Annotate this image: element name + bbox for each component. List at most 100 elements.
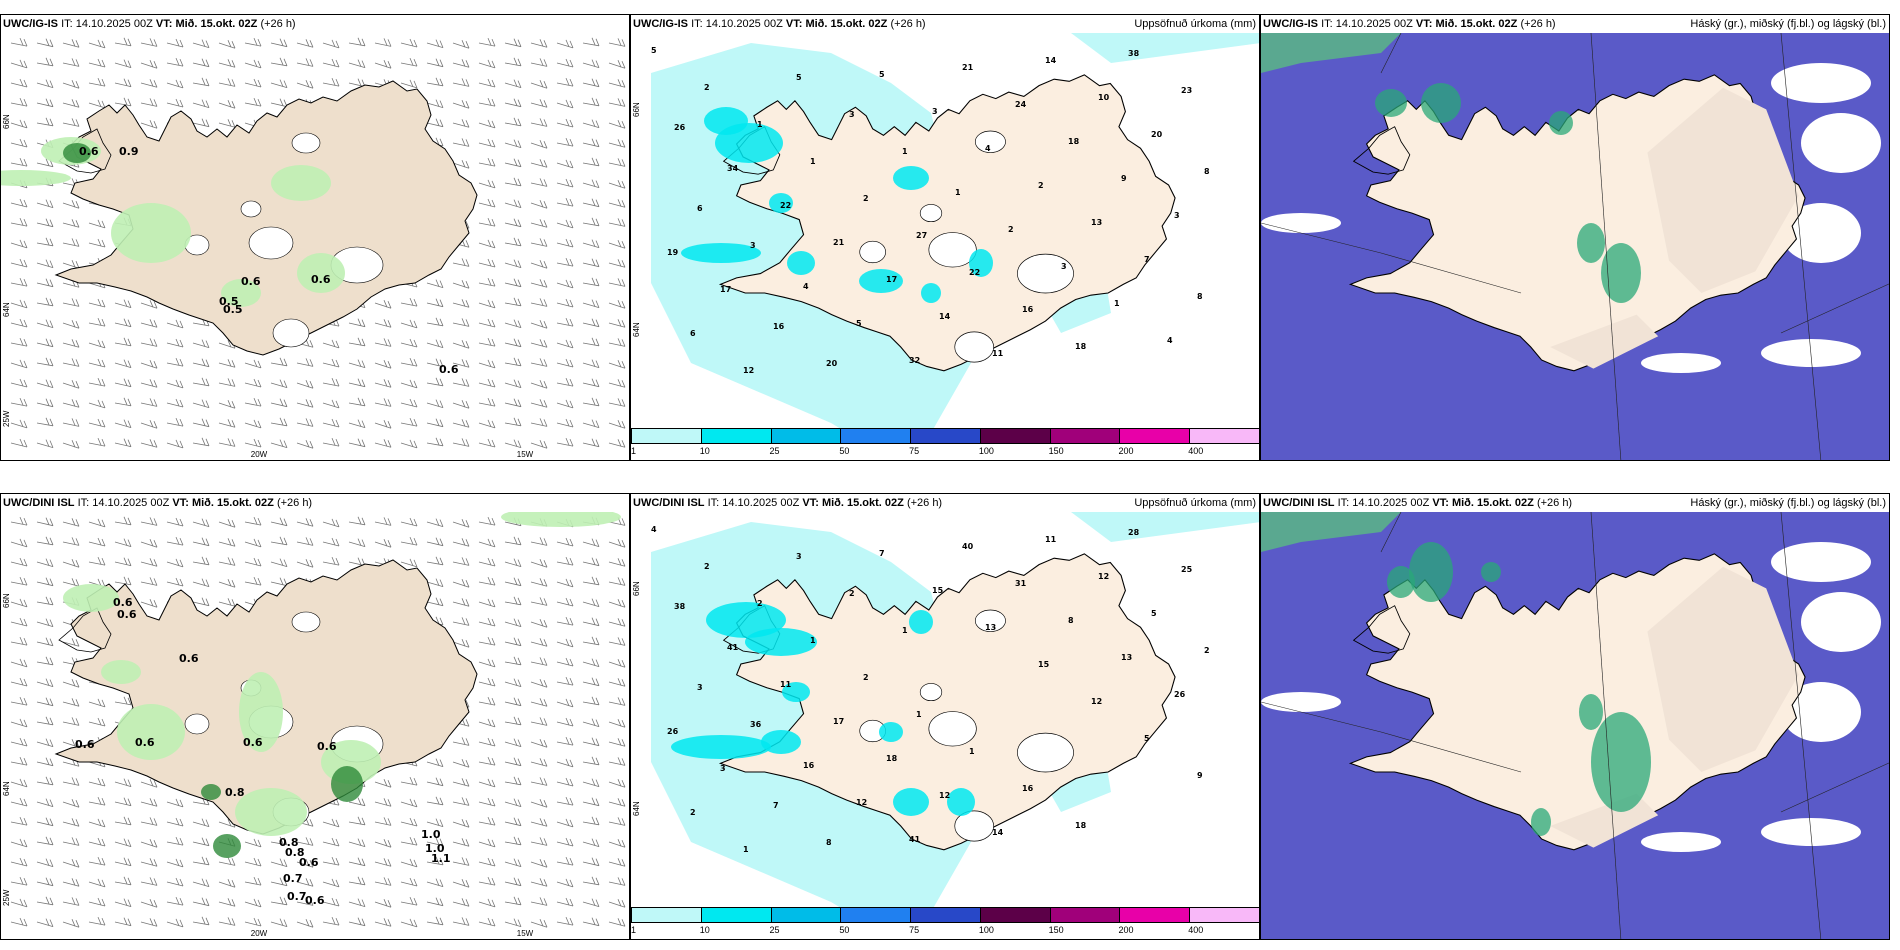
wind-barb-feather [591, 917, 596, 925]
precip-amount-label: 1 [743, 845, 749, 854]
wind-barb [504, 62, 522, 67]
latitude-label: 66N [2, 593, 11, 608]
wind-barb-feather [487, 258, 492, 267]
wind-barb-feather [361, 858, 366, 866]
wind-barb [452, 921, 470, 926]
wind-barb-feather [205, 340, 210, 348]
wind-barb-feather [149, 817, 154, 825]
wind-barb-feather [45, 117, 50, 125]
precip-heavy-area [879, 722, 903, 742]
wind-barb-feather [97, 897, 102, 906]
wind-barb-feather [357, 438, 362, 446]
wind-barb-feather [231, 918, 236, 926]
wind-barb [530, 302, 548, 307]
panel-wind-dini: UWC/DINI ISL IT: 14.10.2025 00Z VT: Mið.… [0, 493, 630, 940]
wind-barb [582, 861, 600, 867]
wind-barb-feather [205, 40, 210, 48]
wind-barb [36, 402, 54, 408]
wind-barb-feather [227, 579, 232, 587]
precip-heavy-area [769, 193, 793, 213]
wind-barb [452, 282, 470, 289]
wind-barb-feather [23, 599, 28, 608]
wind-barb-feather [617, 158, 622, 166]
glacier [859, 240, 886, 264]
wind-barb [582, 402, 600, 407]
latitude-label: 64N [632, 801, 641, 816]
wind-barb-feather [387, 320, 392, 328]
wind-barb-feather [23, 158, 28, 167]
glacier [974, 130, 1006, 153]
wind-barb-feather [45, 877, 50, 885]
wind-barb [608, 262, 626, 268]
wind-barb [36, 541, 54, 546]
title-lead: (+26 h) [276, 497, 313, 509]
wind-barb-feather [569, 737, 574, 746]
wind-barb-feather [75, 838, 80, 846]
wind-barb-feather [569, 759, 574, 768]
wind-barb-feather [175, 858, 180, 867]
wind-barb [478, 242, 496, 249]
wind-barb [36, 761, 54, 767]
wind-barb-feather [543, 879, 548, 887]
wind-barb-feather [283, 537, 288, 545]
wind-barb-feather [465, 918, 470, 926]
wind-barb-feather [75, 81, 80, 89]
wind-barb-feather [621, 698, 626, 706]
wind-barb-feather [435, 796, 440, 804]
wind-barb-feather [361, 38, 366, 46]
wind-barb [556, 541, 574, 547]
wind-map: 0.60.60.60.6 0.6 0.6 0.60.81.01.01.10.80.80… [2, 512, 626, 938]
wind-barb-feather [543, 381, 548, 389]
wind-barb-feather [487, 636, 492, 645]
wind-barb-feather [439, 797, 444, 805]
wind-barb-feather [387, 818, 392, 826]
wind-barb-feather [175, 417, 180, 426]
colorbar-swatch [1120, 908, 1191, 922]
wind-barb-feather [595, 618, 600, 626]
title-vt-label: VT: [1415, 18, 1433, 30]
wind-barb [218, 821, 236, 828]
wind-barb-feather [123, 917, 128, 925]
wind-barb-feather [23, 439, 28, 448]
wind-barb-feather [465, 760, 470, 768]
wind-barb-feather [383, 420, 388, 428]
precip-amount-label: 28 [1128, 528, 1140, 537]
wind-barb-feather [357, 816, 362, 824]
wind-barb-feather [565, 298, 570, 307]
longitude-label: 15W [517, 929, 534, 938]
wind-barb-feather [19, 419, 24, 428]
wind-barb-feather [45, 79, 50, 87]
wind-barb [400, 402, 418, 408]
wind-barb-feather [97, 437, 102, 446]
wind-barb-feather [331, 377, 336, 386]
wind-barb-feather [439, 579, 444, 587]
wind-barb-feather [461, 160, 466, 168]
wind-barb-feather [101, 778, 106, 787]
wind-barb [504, 741, 522, 747]
wind-barb-feather [513, 117, 518, 125]
precip-amount-label: 2 [704, 562, 710, 571]
wind-barb-feather [491, 798, 496, 807]
wind-barb [270, 921, 288, 927]
wind-barb-feather [487, 696, 492, 705]
wind-barb-feather [439, 318, 444, 326]
precip-amount-label: 1 [916, 710, 922, 719]
wind-barb-feather [517, 159, 522, 167]
wind-barb-feather [543, 579, 548, 587]
wind-barb [218, 362, 236, 368]
wind-barb-feather [101, 359, 106, 368]
wind-barb-feather [465, 319, 470, 327]
wind-barb-feather [75, 699, 80, 707]
high-cloud-field [1261, 33, 1401, 73]
wind-barb-feather [513, 558, 518, 566]
precip-amount-label: 2 [863, 673, 869, 682]
wind-barb-feather [331, 878, 336, 887]
wind-barb-feather [543, 141, 548, 149]
wind-barb-feather [49, 638, 54, 646]
wind-barb [504, 821, 522, 827]
wind-barb-feather [175, 798, 180, 807]
wind-barb-feather [569, 639, 574, 648]
wind-barb [62, 561, 80, 568]
wind-barb [582, 621, 600, 627]
wind-barb-feather [201, 897, 206, 905]
